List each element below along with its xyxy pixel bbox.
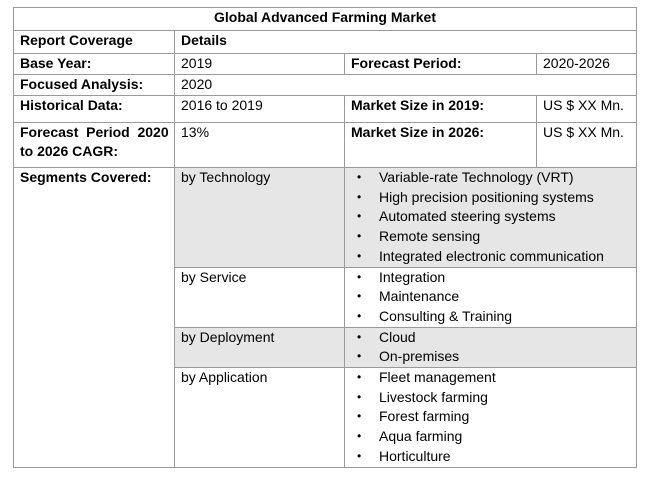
segment-technology-list-cell: • Variable-rate Technology (VRT) • High pr… xyxy=(343,167,638,268)
bullet-icon: • xyxy=(357,349,362,364)
segment-service-list: • Integration • Maintenance • Consulting & … xyxy=(351,268,630,326)
historical-data-value: 2016 to 2019 xyxy=(174,95,345,123)
segments-covered-label: Segments Covered: xyxy=(13,167,175,468)
historical-data-label: Historical Data: xyxy=(13,95,175,123)
bullet-icon: • xyxy=(357,308,362,323)
list-item: • Consulting & Training xyxy=(351,307,630,326)
bullet-icon: • xyxy=(357,269,362,284)
list-item: • Aqua farming xyxy=(351,427,630,447)
market-size-2019-value: US $ XX Mn. xyxy=(535,95,638,123)
list-item: • Maintenance xyxy=(351,287,630,307)
bullet-icon: • xyxy=(357,370,362,385)
segment-deployment-list-cell: • Cloud • On-premises xyxy=(343,326,638,369)
market-report-table: Global Advanced Farming Market Report Co… xyxy=(12,7,638,468)
bullet-icon: • xyxy=(357,209,362,224)
forecast-cagr-value: 13% xyxy=(174,122,345,168)
segment-application-list: • Fleet management • Livestock farming • Fo… xyxy=(351,369,630,467)
report-coverage-header: Report Coverage xyxy=(13,30,175,54)
focused-analysis-label: Focused Analysis: xyxy=(13,74,175,96)
segment-application-list-cell: • Fleet management • Livestock farming • Fo… xyxy=(343,367,638,468)
market-size-2026-label: Market Size in 2026: xyxy=(344,122,537,168)
bullet-icon: • xyxy=(357,229,362,244)
segment-technology-label: by Technology xyxy=(174,167,345,268)
segment-technology-list: • Variable-rate Technology (VRT) • High pr… xyxy=(351,168,630,266)
market-size-2019-label: Market Size in 2019: xyxy=(344,95,537,123)
list-item: • Horticulture xyxy=(351,447,630,466)
segment-application-label: by Application xyxy=(174,367,345,468)
list-item: • High precision positioning systems xyxy=(351,188,630,208)
segment-service-list-cell: • Integration • Maintenance • Consulting & … xyxy=(343,266,638,328)
forecast-period-label: Forecast Period: xyxy=(344,53,537,75)
list-item: • Cloud xyxy=(351,328,630,347)
list-item: • Automated steering systems xyxy=(351,207,630,227)
forecast-period-value: 2020-2026 xyxy=(535,53,638,75)
bullet-icon: • xyxy=(357,429,362,444)
list-item: • Fleet management xyxy=(351,369,630,388)
list-item: • Integrated electronic communication xyxy=(351,247,630,266)
details-header: Details xyxy=(173,30,638,54)
table-title: Global Advanced Farming Market xyxy=(12,7,638,31)
bullet-icon: • xyxy=(357,189,362,204)
base-year-label: Base Year: xyxy=(13,53,175,75)
list-item: • Integration xyxy=(351,268,630,287)
forecast-cagr-label: Forecast Period 2020 to 2026 CAGR: xyxy=(13,122,175,168)
list-item: • Forest farming xyxy=(351,407,630,427)
segment-deployment-list: • Cloud • On-premises xyxy=(351,328,630,366)
list-item: • Variable-rate Technology (VRT) xyxy=(351,168,630,187)
segment-deployment-label: by Deployment xyxy=(174,326,345,369)
bullet-icon: • xyxy=(357,329,362,344)
bullet-icon: • xyxy=(357,448,362,463)
list-item: • Remote sensing xyxy=(351,227,630,247)
bullet-icon: • xyxy=(357,409,362,424)
forecast-cagr-label-line2: to 2026 CAGR: xyxy=(20,143,119,159)
list-item: • On-premises xyxy=(351,347,630,366)
list-item: • Livestock farming xyxy=(351,388,630,408)
segment-service-label: by Service xyxy=(174,266,345,328)
forecast-cagr-label-line1: Forecast Period 2020 xyxy=(20,124,169,140)
market-size-2026-value: US $ XX Mn. xyxy=(535,122,638,168)
bullet-icon: • xyxy=(357,289,362,304)
bullet-icon: • xyxy=(357,248,362,263)
bullet-icon: • xyxy=(357,170,362,184)
focused-analysis-value: 2020 xyxy=(173,74,638,96)
base-year-value: 2019 xyxy=(174,53,345,75)
bullet-icon: • xyxy=(357,389,362,404)
